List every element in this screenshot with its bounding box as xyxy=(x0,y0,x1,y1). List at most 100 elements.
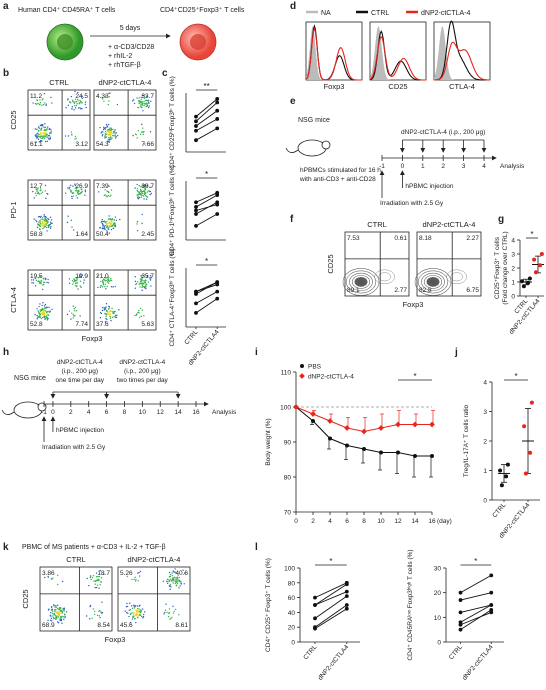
event-dot xyxy=(127,612,129,614)
event-dot xyxy=(137,310,140,312)
event-dot xyxy=(142,184,144,186)
event-dot xyxy=(109,195,111,198)
event-dot xyxy=(50,606,53,608)
panel-letter: l xyxy=(255,542,258,553)
label: CTLA-4 xyxy=(9,287,18,313)
event-dot xyxy=(147,101,150,103)
event-dot xyxy=(80,276,82,278)
event-dot xyxy=(39,316,41,318)
panel-letter: i xyxy=(255,347,258,358)
quadrant-percent: 2.27 xyxy=(466,235,479,242)
event-dot xyxy=(89,618,91,620)
event-dot xyxy=(124,610,126,612)
legend-marker xyxy=(300,364,304,368)
label: CTRL xyxy=(367,220,387,229)
event-dot xyxy=(138,571,140,574)
event-dot xyxy=(144,103,147,105)
event-dot xyxy=(143,195,145,197)
event-dot xyxy=(102,281,105,284)
event-dot xyxy=(50,128,52,131)
event-dot xyxy=(111,222,113,224)
event-dot xyxy=(139,278,142,280)
event-dot xyxy=(105,287,107,290)
event-dot xyxy=(138,185,140,187)
timeline-label: 12 xyxy=(157,409,165,416)
event-dot xyxy=(57,616,60,618)
event-dot xyxy=(103,276,106,279)
event-dot xyxy=(67,98,69,100)
event-dot xyxy=(41,288,44,291)
event-dot xyxy=(106,196,108,198)
event-dot xyxy=(115,219,118,221)
event-dot xyxy=(44,140,47,143)
quadrant-percent: 3.12 xyxy=(75,141,88,148)
point xyxy=(533,270,538,275)
event-dot xyxy=(104,224,107,227)
event-dot xyxy=(150,100,152,103)
event-dot xyxy=(43,305,46,307)
event-dot xyxy=(103,194,106,197)
x-tick-label: CTRL xyxy=(302,643,319,661)
event-dot xyxy=(94,610,96,613)
event-dot xyxy=(38,127,40,129)
event-dot xyxy=(59,610,61,613)
quadrant-percent: 7.53 xyxy=(347,235,360,242)
label: PD-1 xyxy=(9,201,18,218)
event-dot xyxy=(140,315,142,318)
event-dot xyxy=(39,281,41,283)
event-dot xyxy=(126,575,128,578)
event-dot xyxy=(36,99,39,102)
pair-line xyxy=(195,98,218,117)
event-dot xyxy=(42,124,44,126)
event-dot xyxy=(51,308,53,311)
label: Analysis xyxy=(500,163,525,170)
event-dot xyxy=(110,131,113,133)
event-dot xyxy=(74,190,77,192)
event-dot xyxy=(33,218,35,220)
event-dot xyxy=(57,611,60,614)
significance: * xyxy=(329,557,332,566)
histogram xyxy=(370,26,426,80)
event-dot xyxy=(179,585,181,587)
quadrant-percent: 26.9 xyxy=(75,183,88,190)
point xyxy=(313,603,317,607)
event-dot xyxy=(132,134,134,137)
event-dot xyxy=(41,316,44,319)
point xyxy=(194,200,198,205)
event-dot xyxy=(65,611,68,613)
event-dot xyxy=(73,109,75,111)
event-dot xyxy=(149,131,152,133)
label: (day) xyxy=(437,518,452,525)
event-dot xyxy=(81,191,83,193)
event-dot xyxy=(73,102,76,105)
event-dot xyxy=(104,321,107,323)
event-dot xyxy=(43,221,46,223)
event-dot xyxy=(51,615,54,617)
label: CTRL xyxy=(49,78,69,87)
event-dot xyxy=(98,579,100,582)
event-dot xyxy=(142,613,145,616)
label: (i.p., 200 μg) xyxy=(124,368,161,375)
event-dot xyxy=(108,92,110,95)
event-dot xyxy=(71,197,73,200)
event-dot xyxy=(103,126,105,129)
y-tick-label: 2 xyxy=(511,266,515,273)
event-dot xyxy=(34,314,36,316)
event-dot xyxy=(56,610,58,612)
event-dot xyxy=(135,579,137,581)
event-dot xyxy=(110,194,112,196)
flow-plot xyxy=(39,566,113,632)
event-dot xyxy=(38,312,41,315)
event-dot xyxy=(143,314,145,317)
event-dot xyxy=(106,230,108,232)
event-dot xyxy=(96,614,99,617)
event-dot xyxy=(138,575,141,577)
point xyxy=(215,280,220,285)
event-dot xyxy=(36,220,38,223)
event-dot xyxy=(137,609,139,612)
event-dot xyxy=(56,607,59,610)
event-dot xyxy=(109,310,112,312)
event-dot xyxy=(109,132,111,134)
event-dot xyxy=(33,197,35,199)
event-dot xyxy=(43,316,46,319)
